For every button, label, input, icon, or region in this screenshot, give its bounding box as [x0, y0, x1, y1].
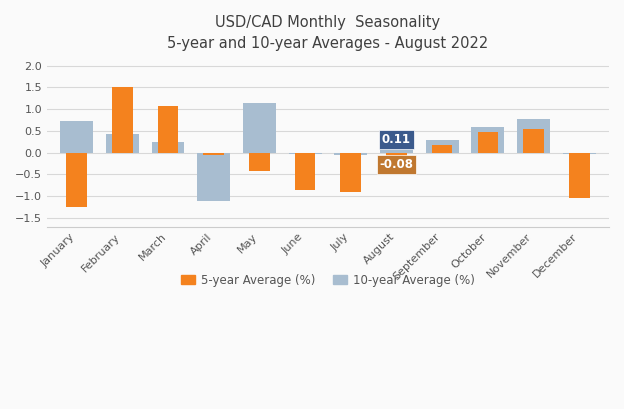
Text: 0.11: 0.11 [382, 133, 411, 146]
Bar [106, 135, 139, 153]
Bar [289, 153, 321, 154]
Bar [563, 153, 596, 154]
Bar [477, 132, 498, 153]
Bar [203, 153, 224, 155]
Bar [334, 153, 368, 155]
Bar [380, 148, 413, 153]
Bar [472, 127, 504, 153]
Bar [569, 153, 590, 198]
Bar [524, 129, 544, 153]
Legend: 5-year Average (%), 10-year Average (%): 5-year Average (%), 10-year Average (%) [176, 269, 480, 291]
Text: -0.08: -0.08 [379, 158, 414, 171]
Bar [60, 121, 93, 153]
Bar [112, 87, 132, 153]
Bar [341, 153, 361, 192]
Bar [386, 153, 407, 156]
Bar [152, 142, 185, 153]
Bar [66, 153, 87, 207]
Bar [426, 140, 459, 153]
Bar [432, 145, 452, 153]
Bar [249, 153, 270, 171]
Bar [295, 153, 315, 190]
Bar [243, 103, 276, 153]
Title: USD/CAD Monthly  Seasonality
5-year and 10-year Averages - August 2022: USD/CAD Monthly Seasonality 5-year and 1… [167, 15, 489, 51]
Bar [197, 153, 230, 200]
Bar [517, 119, 550, 153]
Bar [158, 106, 178, 153]
